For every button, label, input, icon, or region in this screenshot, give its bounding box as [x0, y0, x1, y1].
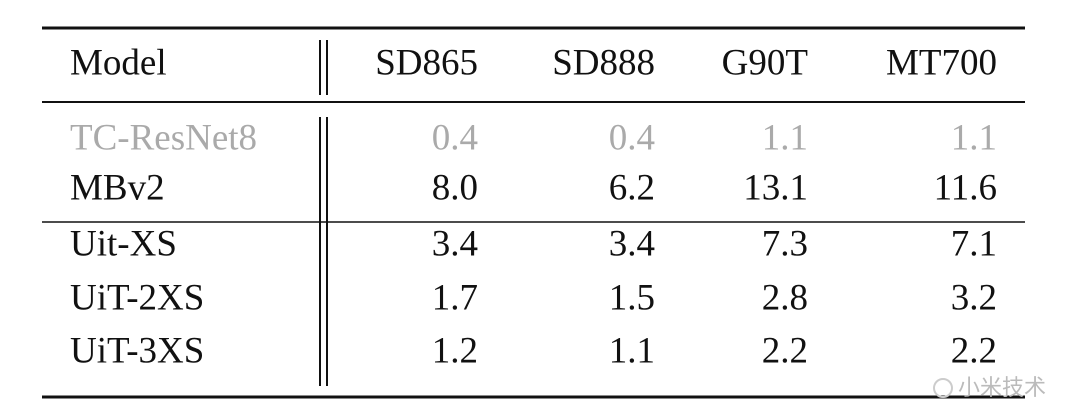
cell: 13.1: [743, 167, 808, 208]
cell: 3.4: [609, 223, 655, 264]
cell: 11.6: [934, 167, 997, 208]
cell: 1.1: [951, 117, 997, 158]
watermark: 小米技术: [958, 376, 1046, 401]
cell: 2.2: [951, 330, 997, 371]
watermark-icon: [933, 378, 953, 398]
cell: 1.1: [609, 330, 655, 371]
header-cell: SD888: [552, 42, 655, 83]
row-label: UiT-2XS: [70, 277, 204, 318]
row-label: MBv2: [70, 167, 165, 208]
cell: 6.2: [609, 167, 655, 208]
row-label: TC-ResNet8: [70, 117, 257, 158]
row-label: UiT-3XS: [70, 330, 204, 371]
cell: 3.4: [432, 223, 478, 264]
cell: 1.7: [432, 277, 478, 318]
cell: 2.2: [762, 330, 808, 371]
cell: 1.5: [609, 277, 655, 318]
cell: 1.1: [762, 117, 808, 158]
cell: 2.8: [762, 277, 808, 318]
header-cell: SD865: [375, 42, 478, 83]
cell: 0.4: [432, 117, 478, 158]
header-cell: Model: [70, 42, 167, 83]
cell: 1.2: [432, 330, 478, 371]
cell: 8.0: [432, 167, 478, 208]
header-cell: MT700: [886, 42, 997, 83]
cell: 0.4: [609, 117, 655, 158]
header-cell: G90T: [722, 42, 808, 83]
cell: 7.1: [951, 223, 997, 264]
row-label: Uit-XS: [70, 223, 177, 264]
cell: 7.3: [762, 223, 808, 264]
cell: 3.2: [951, 277, 997, 318]
